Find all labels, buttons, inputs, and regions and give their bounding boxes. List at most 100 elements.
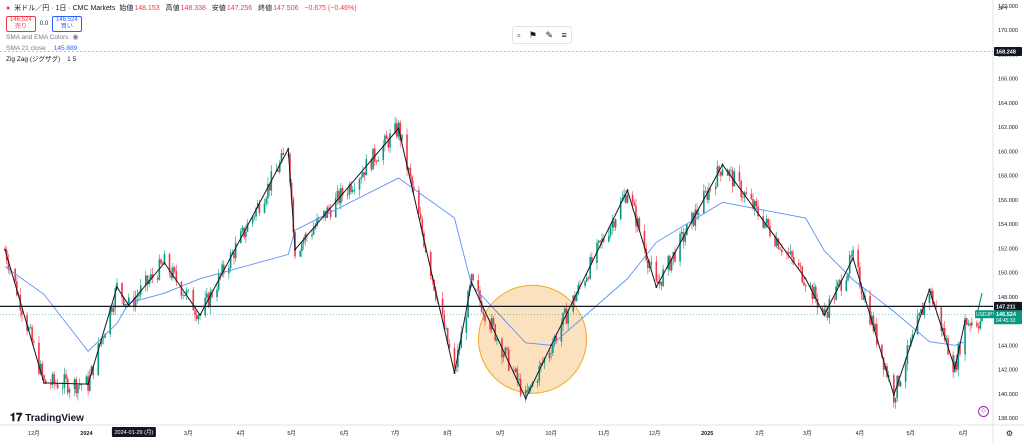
candle-body: [134, 297, 137, 307]
eye-icon[interactable]: ◉: [72, 34, 79, 41]
flag-icon[interactable]: ⚑: [528, 29, 537, 40]
candle-body: [148, 280, 150, 285]
candle-body: [572, 295, 575, 312]
zigzag-point: [953, 367, 956, 370]
indicator-sma21[interactable]: SMA 21 close 145.889: [6, 45, 78, 52]
indicator-sma-ema[interactable]: SMA and EMA Colors ◉: [6, 34, 79, 41]
candle-body: [197, 315, 200, 320]
candle-body: [611, 220, 614, 228]
candle-body: [465, 317, 468, 333]
candle-body: [847, 273, 849, 281]
candle-body: [959, 344, 961, 355]
candle-body: [336, 190, 339, 198]
candle-body: [389, 133, 391, 148]
indicator-zigzag[interactable]: Zig Zag (ジグザグ) 1 5: [6, 56, 77, 63]
candle-body: [122, 297, 125, 306]
candle-body: [721, 169, 724, 176]
symbol-tag-bg: [975, 310, 994, 319]
candle-body: [538, 366, 541, 381]
zigzag-point: [470, 281, 473, 284]
candle-body: [626, 194, 629, 203]
candle-body: [492, 318, 495, 325]
candle-body: [348, 184, 351, 195]
candle-body: [969, 323, 971, 326]
candle-body: [9, 268, 11, 270]
square-icon[interactable]: ▫: [517, 30, 521, 40]
x-tick-label: 3月: [184, 430, 193, 437]
candle-body: [14, 268, 16, 282]
candle-body: [674, 251, 676, 262]
x-tick-label: 3月: [803, 430, 812, 437]
candle-body: [679, 233, 681, 262]
candle-body: [540, 362, 542, 367]
candle-body: [268, 183, 271, 191]
candle-body: [965, 318, 968, 325]
candle-body: [738, 171, 741, 182]
candle-body: [971, 322, 973, 326]
candle-body: [504, 347, 507, 355]
zigzag-point: [852, 257, 854, 259]
candle-body: [316, 218, 318, 226]
candle-body: [351, 189, 354, 192]
candle-body: [838, 280, 841, 283]
candle-body: [479, 290, 481, 302]
buy-button[interactable]: 146.524 買い: [52, 16, 82, 32]
candle-body: [976, 322, 978, 327]
candle-body: [278, 162, 281, 172]
candle-body: [97, 343, 100, 376]
y-tick-label: 144.000: [998, 343, 1018, 349]
candle-body: [467, 291, 469, 318]
zigzag-point: [116, 286, 118, 289]
candle-body: [703, 191, 705, 214]
menu-icon[interactable]: ≡: [561, 30, 567, 40]
candle-body: [496, 338, 498, 341]
y-tick-label: 156.000: [998, 198, 1018, 204]
candle-body: [814, 286, 817, 299]
x-tick-label: 6月: [959, 430, 968, 437]
candle-body: [553, 336, 556, 344]
candle-body: [78, 384, 81, 386]
zigzag-point: [453, 372, 456, 375]
candle-body: [579, 284, 581, 286]
x-tick-label: 5月: [906, 430, 915, 437]
candle-body: [740, 181, 742, 198]
candle-body: [742, 197, 744, 198]
candle-body: [290, 182, 293, 199]
alert-icon[interactable]: ◇: [978, 406, 989, 417]
candle-body: [53, 374, 55, 384]
candle-body: [223, 264, 225, 274]
candle-body: [373, 148, 376, 162]
candle-body: [550, 352, 552, 354]
candle-body: [977, 326, 980, 329]
candle-body: [56, 384, 59, 389]
candle-body: [892, 375, 895, 403]
candle-body: [92, 366, 95, 376]
candle-body: [943, 327, 946, 340]
candle-body: [945, 338, 948, 340]
candle-body: [798, 262, 800, 266]
candle-body: [911, 334, 914, 339]
candle-body: [657, 281, 659, 284]
candle-body: [894, 398, 897, 403]
candle-body: [445, 328, 447, 329]
candle-body: [421, 219, 424, 233]
draw-icon[interactable]: ✎: [545, 29, 553, 40]
symbol-title[interactable]: 米ドル／円 · 1日 · CMC Markets: [14, 5, 116, 12]
candle-body: [253, 216, 256, 218]
settings-gear-icon[interactable]: ⚙: [1005, 429, 1014, 438]
candle-body: [809, 285, 812, 287]
x-tick-label: 2025: [701, 431, 713, 437]
candle-body: [862, 294, 865, 300]
candle-body: [277, 169, 279, 172]
candle-body: [299, 251, 301, 257]
candle-body: [363, 172, 366, 176]
candle-body: [280, 153, 283, 163]
candle-body: [514, 368, 517, 372]
candle-body: [548, 352, 551, 359]
candle-body: [334, 197, 337, 218]
dashed-high-label: 168.248: [996, 49, 1016, 55]
sell-button[interactable]: 146.524 売り: [6, 16, 36, 32]
candle-body: [869, 295, 871, 325]
